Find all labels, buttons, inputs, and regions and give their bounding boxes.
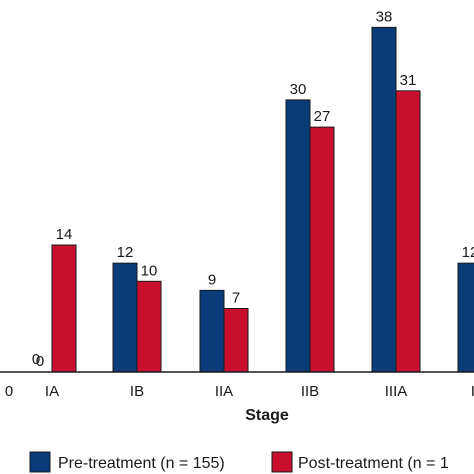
legend-label-post: Post-treatment (n = 1 <box>298 455 449 472</box>
x-tick-iib: IIB <box>301 383 319 400</box>
bar-pre-ib <box>112 262 138 373</box>
value-label-pre-iiib: 12 <box>462 244 474 261</box>
value-label-post-iib: 27 <box>314 108 331 125</box>
value-labels-group: 00 14 12 10 97 30 27 38 31 12 <box>32 8 474 370</box>
bar-post-iia <box>223 308 249 373</box>
value-label-pre-ia: 0 <box>36 353 44 370</box>
legend-label-pre: Pre-treatment (n = 155) <box>58 455 225 472</box>
value-label-post-iia: 7 <box>232 290 240 307</box>
legend-swatch-post <box>271 451 293 473</box>
bar-pre-iiia <box>371 26 397 373</box>
value-label-post-ib: 10 <box>141 262 158 279</box>
bar-pre-iia <box>199 289 225 373</box>
bar-post-iib <box>309 126 335 373</box>
value-label-pre-iia: 9 <box>208 271 216 288</box>
value-label-pre-iib: 30 <box>290 81 307 98</box>
x-tick-iia: IIA <box>215 383 233 400</box>
value-label-post-iiia: 31 <box>400 72 417 89</box>
bar-pre-iiib <box>457 262 474 373</box>
x-tick-labels-group: 0 IA IB IIA IIB IIIA IIIB <box>5 383 474 400</box>
x-axis-title: Stage <box>245 407 289 424</box>
x-tick-iiia: IIIA <box>385 383 408 400</box>
bar-post-ia <box>51 244 77 373</box>
bar-post-iiia <box>395 90 421 373</box>
value-label-pre-iiia: 38 <box>376 8 393 25</box>
value-label-post-ia: 14 <box>56 226 73 243</box>
x-tick-ib: IB <box>130 383 144 400</box>
x-tick-0: 0 <box>5 383 13 400</box>
legend-swatch-pre <box>29 451 51 473</box>
legend: Pre-treatment (n = 155) Post-treatment (n… <box>29 451 449 473</box>
value-label-pre-ib: 12 <box>117 244 134 261</box>
x-tick-ia: IA <box>45 383 59 400</box>
bars-group <box>51 26 474 373</box>
bar-post-ib <box>136 280 162 373</box>
value-label-pre-0: 0 <box>32 351 40 368</box>
x-tick-iiib: IIIB <box>471 383 474 400</box>
bar-pre-iib <box>285 99 311 373</box>
